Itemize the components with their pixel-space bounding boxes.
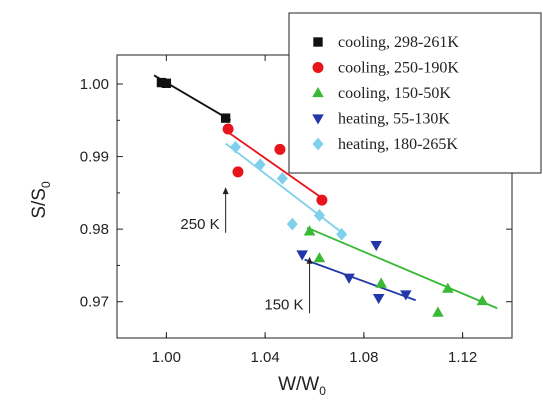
data-point-cooling-150-50k — [476, 294, 489, 306]
data-point-cooling-150-50k — [313, 252, 326, 263]
data-point-cooling-250-190k — [232, 166, 244, 178]
legend: cooling, 298-261K cooling, 250-190K coolin… — [288, 12, 542, 174]
data-point-heating-180-265k — [276, 172, 288, 185]
y-tick-label: 0.99 — [80, 149, 109, 166]
annotation-arrowhead-150-k — [306, 256, 313, 264]
legend-label-heating-180-265k: heating, 180-265K — [338, 136, 458, 153]
annotation-label-150-k: 150 K — [264, 296, 303, 313]
data-point-heating-180-265k — [336, 227, 348, 241]
fit-line-cooling-150-50k — [306, 226, 498, 310]
legend-label-heating-55-130k: heating, 55-130K — [338, 111, 450, 128]
x-axis-title: W/W0 — [278, 374, 326, 398]
y-tick-label: 0.98 — [80, 221, 109, 238]
data-point-heating-55-130k — [296, 250, 308, 261]
data-point-cooling-150-50k — [303, 225, 316, 236]
data-point-heating-180-265k — [286, 217, 298, 231]
legend-marker-cooling-250-190k — [312, 62, 324, 73]
data-point-heating-180-265k — [230, 140, 241, 154]
legend-marker-cooling-150-50k — [312, 86, 324, 98]
data-point-cooling-150-50k — [375, 277, 387, 288]
x-tick-label: 1.08 — [349, 349, 378, 366]
fit-line-heating-55-130k — [304, 258, 417, 302]
data-point-heating-55-130k — [343, 273, 355, 284]
data-point-cooling-298-261k — [156, 77, 167, 88]
data-point-cooling-250-190k — [274, 143, 286, 155]
data-point-cooling-298-261k — [220, 113, 231, 123]
legend-marker-cooling-298-261k — [313, 37, 323, 47]
y-tick-label: 0.97 — [80, 294, 109, 311]
data-point-cooling-250-190k — [316, 194, 328, 206]
legend-marker-heating-55-130k — [312, 114, 324, 125]
legend-label-cooling-250-190k: cooling, 250-190K — [338, 60, 459, 77]
annotation-label-250-k: 250 K — [180, 216, 219, 233]
data-point-heating-55-130k — [370, 240, 382, 252]
x-tick-label: 1.12 — [448, 349, 477, 366]
data-point-heating-55-130k — [400, 290, 412, 301]
data-point-cooling-150-50k — [442, 282, 454, 293]
fit-lines — [153, 74, 498, 310]
data-point-heating-180-265k — [254, 158, 266, 171]
data-point-cooling-250-190k — [222, 123, 234, 135]
y-axis-title: S/S0 — [29, 181, 53, 219]
data-points — [156, 77, 489, 317]
legend-box — [288, 12, 542, 174]
legend-marker-heating-180-265k — [312, 137, 324, 151]
fit-line-cooling-250-190k — [225, 129, 323, 199]
data-point-heating-55-130k — [372, 293, 385, 305]
axis-ticks: 1.00 1.04 1.08 1.12 0.97 0.98 0.99 1.00 — [80, 55, 512, 366]
y-tick-label: 1.00 — [80, 76, 109, 93]
data-point-cooling-298-261k — [161, 78, 172, 88]
annotation-arrowhead-250-k — [222, 187, 229, 195]
data-point-heating-180-265k — [313, 209, 325, 222]
x-tick-label: 1.00 — [152, 349, 181, 366]
data-point-cooling-150-50k — [432, 306, 444, 317]
fit-line-heating-180-265k — [225, 142, 345, 235]
annotations: 250 K 150 K — [180, 187, 313, 314]
x-tick-label: 1.04 — [251, 349, 280, 366]
legend-label-cooling-150-50k: cooling, 150-50K — [338, 85, 451, 102]
legend-label-cooling-298-261k: cooling, 298-261K — [338, 34, 459, 51]
y-axis-title-subscript: 0 — [39, 181, 53, 188]
x-axis-title-subscript: 0 — [319, 384, 326, 398]
